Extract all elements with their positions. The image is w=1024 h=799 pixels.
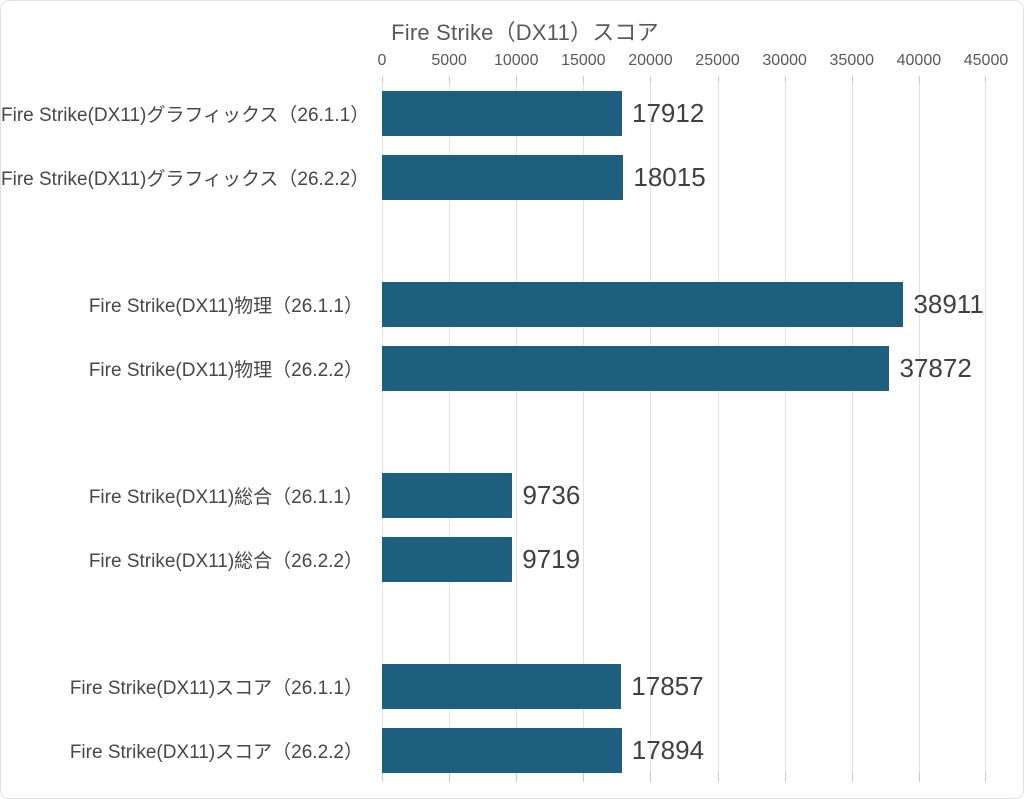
axis-tick-mark <box>784 76 786 83</box>
value-label: 17912 <box>632 98 705 129</box>
bar-track: 17894 <box>382 718 985 782</box>
category-label: Fire Strike(DX11)総合（26.2.2） <box>88 550 363 572</box>
group-spacer <box>1 591 985 655</box>
value-axis: 0 5000 10000 15000 20000 25000 30000 35000 40000… <box>378 51 1009 71</box>
axis-tick-mark <box>717 76 719 83</box>
bar <box>382 282 904 328</box>
category-label: Fire Strike(DX11)スコア（26.2.2） <box>69 741 363 763</box>
axis-tick-label: 0 <box>377 52 387 69</box>
bar <box>382 345 890 391</box>
axis-tick-mark <box>717 772 719 782</box>
axis-tick-label: 5000 <box>431 52 467 69</box>
axis-tick-label: 20000 <box>628 52 673 69</box>
bar-row: Fire Strike(DX11)総合（26.2.2） 9719 <box>1 527 985 591</box>
gridline <box>918 76 920 782</box>
bar-track: 38911 <box>382 273 985 337</box>
axis-tick-mark <box>851 772 853 782</box>
axis-tick-mark <box>985 772 986 782</box>
gridlines <box>382 76 986 782</box>
bar-row: Fire Strike(DX11)グラフィックス（26.2.2） 18015 <box>1 146 985 210</box>
axis-tick-mark <box>650 76 652 83</box>
axis-tick-mark <box>382 76 383 83</box>
gridline <box>851 76 853 782</box>
bar <box>382 154 624 200</box>
axis-tick-label: 30000 <box>762 52 807 69</box>
group-spacer <box>1 400 985 464</box>
bar-track: 37872 <box>382 337 985 401</box>
axis-tick-label: 10000 <box>493 52 539 69</box>
axis-tick-label: 25000 <box>695 52 740 69</box>
value-label: 38911 <box>913 289 984 320</box>
bar <box>382 664 622 710</box>
category-label: Fire Strike(DX11)総合（26.1.1） <box>88 487 363 509</box>
plot-area: Fire Strike(DX11)グラフィックス（26.1.1） 17912 Fir… <box>1 82 985 782</box>
axis-tick-mark <box>985 76 986 83</box>
bar-row: Fire Strike(DX11)スコア（26.2.2） 17894 <box>1 718 985 782</box>
category-label: Fire Strike(DX11)グラフィックス（26.2.2） <box>1 168 370 190</box>
axis-tick-label: 35000 <box>829 52 875 69</box>
gridline <box>382 76 383 782</box>
category-label: Fire Strike(DX11)グラフィックス（26.1.1） <box>1 105 370 127</box>
bar-track: 17912 <box>382 82 985 146</box>
category-label: Fire Strike(DX11)物理（26.2.2） <box>88 359 363 381</box>
gridline <box>985 76 986 782</box>
axis-tick-mark <box>449 772 451 782</box>
bar-track: 9719 <box>382 527 985 591</box>
axis-tick-mark <box>918 772 920 782</box>
value-label: 9736 <box>522 480 581 511</box>
chart-title: Fire Strike（DX11）スコア <box>391 20 659 45</box>
axis-tick-mark <box>382 772 383 782</box>
bar-row: Fire Strike(DX11)グラフィックス（26.1.1） 17912 <box>1 82 985 146</box>
bar-row: Fire Strike(DX11)総合（26.1.1） 9736 <box>1 464 985 528</box>
axis-tick-mark <box>449 76 451 83</box>
bar-track: 9736 <box>382 464 985 528</box>
axis-tick-label: 40000 <box>896 52 942 69</box>
value-label: 18015 <box>633 161 706 192</box>
gridline <box>449 76 451 782</box>
gridline <box>784 76 786 782</box>
axis-tick-mark <box>583 772 585 782</box>
bar-row: Fire Strike(DX11)物理（26.1.1） 38911 <box>1 273 985 337</box>
category-label: Fire Strike(DX11)物理（26.1.1） <box>88 296 363 318</box>
bar-track: 17857 <box>382 655 985 719</box>
bar <box>382 727 622 773</box>
bar-row: Fire Strike(DX11)スコア（26.1.1） 17857 <box>1 655 985 719</box>
axis-tick-mark <box>516 76 518 83</box>
axis-tick-mark <box>851 76 853 83</box>
value-label: 17894 <box>631 734 705 765</box>
gridline <box>650 76 652 782</box>
bar <box>382 536 513 582</box>
bar <box>382 91 623 137</box>
category-label: Fire Strike(DX11)スコア（26.1.1） <box>69 678 363 700</box>
axis-tick-mark <box>918 76 920 83</box>
value-label: 9719 <box>522 543 581 574</box>
bar-track: 18015 <box>382 146 985 210</box>
axis-tick-label: 45000 <box>963 52 1009 69</box>
group-spacer <box>1 209 985 273</box>
gridline <box>516 76 518 782</box>
axis-tick-mark <box>784 772 786 782</box>
axis-tick-mark <box>583 76 585 83</box>
axis-tick-mark <box>650 772 652 782</box>
axis-tick-mark <box>516 772 518 782</box>
value-label: 17857 <box>631 671 704 702</box>
bar-row: Fire Strike(DX11)物理（26.2.2） 37872 <box>1 337 985 401</box>
axis-tick-label: 15000 <box>561 52 606 69</box>
bar <box>382 473 513 519</box>
gridline <box>717 76 719 782</box>
value-label: 37872 <box>899 352 972 383</box>
gridline <box>583 76 585 782</box>
